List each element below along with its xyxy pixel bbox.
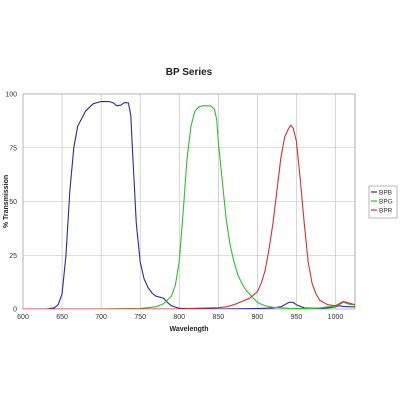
legend-items: BPB BPG BPR [371, 189, 393, 214]
x-tick-label: 1000 [328, 314, 344, 321]
y-axis-label: % Transmission [3, 175, 10, 228]
x-tick-label: 600 [17, 314, 29, 321]
y-axis-ticks: 0 25 50 75 100 [5, 92, 17, 314]
legend-label: BPB [379, 189, 392, 196]
legend-label: BPR [379, 207, 393, 214]
x-tick-label: 850 [212, 314, 224, 321]
y-tick-label: 50 [9, 199, 17, 206]
x-axis-ticks: 600 650 700 750 800 850 900 950 1000 [17, 314, 343, 321]
series-line-bpb [23, 100, 355, 309]
series-line-bpg [23, 105, 355, 309]
series-layer [23, 100, 355, 309]
legend-box [368, 185, 398, 219]
x-tick-label: 650 [56, 314, 68, 321]
x-axis-label: Wavelength [169, 326, 208, 333]
x-tick-label: 800 [173, 314, 185, 321]
x-tick-label: 700 [95, 314, 107, 321]
y-tick-label: 0 [13, 307, 17, 314]
x-tick-label: 900 [252, 314, 264, 321]
y-tick-label: 25 [9, 253, 17, 260]
legend: BPB BPG BPR [368, 185, 398, 219]
x-tick-label: 950 [291, 314, 303, 321]
x-tick-label: 750 [134, 314, 146, 321]
y-tick-label: 75 [9, 145, 17, 152]
legend-label: BPG [379, 198, 393, 205]
series-line-bpr [23, 124, 355, 309]
chart-title: BP Series [166, 67, 213, 78]
y-tick-label: 100 [5, 92, 17, 99]
